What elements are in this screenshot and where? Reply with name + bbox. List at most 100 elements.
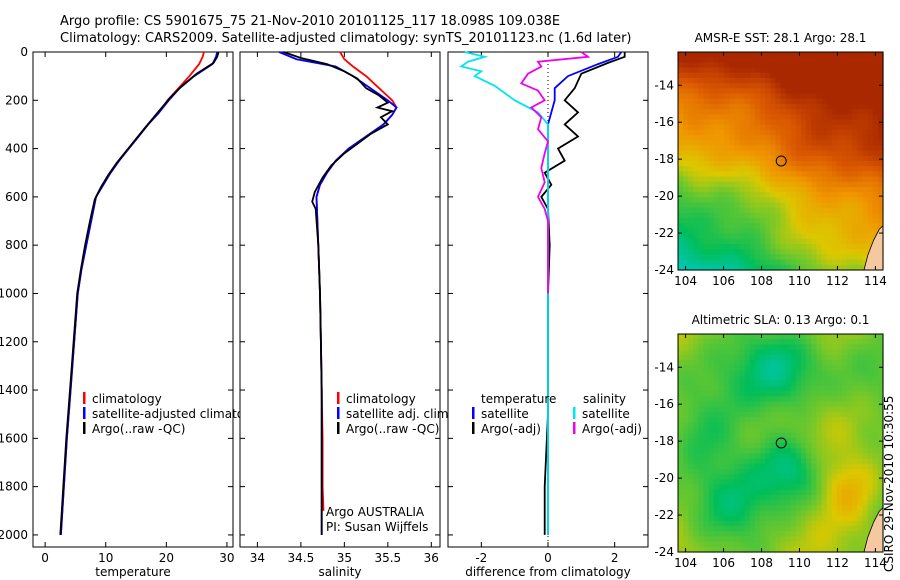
map-cell xyxy=(683,103,689,110)
map-cell xyxy=(688,259,694,266)
map-cell xyxy=(693,171,700,178)
map-cell xyxy=(765,448,771,454)
map-cell xyxy=(734,228,741,235)
map-cell xyxy=(734,468,741,475)
map-cell xyxy=(857,129,864,136)
map-cell xyxy=(852,145,858,152)
map-cell xyxy=(780,161,787,167)
map-cell xyxy=(713,531,720,538)
map-cell xyxy=(842,359,848,366)
map-cell xyxy=(785,385,792,392)
y-tick-label: 1200 xyxy=(0,335,28,349)
map-cell xyxy=(821,249,828,256)
map-cell xyxy=(811,77,817,84)
map-cell xyxy=(775,437,782,444)
map-cell xyxy=(688,443,694,449)
map-cell xyxy=(867,489,874,496)
map-cell xyxy=(678,212,684,219)
map-cell xyxy=(775,155,782,162)
map-cell xyxy=(801,546,807,553)
map-cell xyxy=(806,479,812,486)
map-cell xyxy=(719,484,725,491)
map-cell xyxy=(852,546,858,553)
map-cell xyxy=(816,114,823,121)
map-cell xyxy=(693,448,700,454)
map-cell xyxy=(749,181,756,188)
map-cell xyxy=(708,437,715,444)
map-cell xyxy=(734,197,741,204)
map-cell xyxy=(703,57,710,63)
map-cell xyxy=(760,52,766,58)
map-cell xyxy=(688,166,694,172)
map-cell xyxy=(749,536,756,543)
map-cell xyxy=(703,422,710,429)
map-cell xyxy=(775,197,782,204)
map-cell xyxy=(857,365,864,371)
map-cell xyxy=(765,103,771,110)
map-cell xyxy=(785,432,792,439)
map-cell xyxy=(862,197,869,204)
map-cell xyxy=(739,463,746,470)
map-cell xyxy=(801,406,807,413)
map-cell xyxy=(785,155,792,162)
map-cell xyxy=(693,233,700,240)
map-cell xyxy=(775,448,782,454)
map-cell xyxy=(877,114,884,121)
map-cell xyxy=(703,98,710,105)
map-cell xyxy=(790,52,797,58)
map-cell xyxy=(862,223,869,230)
map-cell xyxy=(780,249,787,256)
x-tick-label: 2 xyxy=(611,551,619,565)
map-cell xyxy=(862,202,869,209)
map-cell xyxy=(785,354,792,361)
map-cell xyxy=(806,505,812,512)
map-cell xyxy=(872,98,879,105)
map-cell xyxy=(719,67,725,74)
map-cell xyxy=(862,67,869,74)
x-tick-label: 108 xyxy=(750,274,773,288)
map-cell xyxy=(744,474,751,480)
map-cell xyxy=(795,401,802,408)
map-cell xyxy=(847,448,853,454)
map-cell xyxy=(765,212,771,219)
map-cell xyxy=(811,484,817,491)
map-cell xyxy=(754,244,761,250)
map-cell xyxy=(790,448,797,454)
map-cell xyxy=(683,494,689,501)
map-cell xyxy=(842,541,848,548)
map-cell xyxy=(734,520,741,527)
map-cell xyxy=(683,228,689,235)
map-cell xyxy=(790,432,797,439)
map-cell xyxy=(852,161,858,167)
map-cell xyxy=(688,88,694,95)
map-cell xyxy=(826,98,833,105)
map-cell xyxy=(852,52,858,58)
map-cell xyxy=(785,500,792,506)
map-cell xyxy=(765,479,771,486)
map-cell xyxy=(698,145,705,152)
map-cell xyxy=(744,385,751,392)
map-cell xyxy=(765,458,771,465)
map-cell xyxy=(816,145,823,152)
map-cell xyxy=(754,536,761,543)
map-cell xyxy=(678,186,684,193)
map-cell xyxy=(708,67,715,74)
y-tick-label: -22 xyxy=(654,226,674,240)
map-cell xyxy=(877,422,884,429)
map-cell xyxy=(708,474,715,480)
map-cell xyxy=(744,349,751,356)
map-cell xyxy=(703,72,710,79)
map-cell xyxy=(749,427,756,434)
map-cell xyxy=(826,88,833,95)
map-cell xyxy=(785,119,792,126)
map-cell xyxy=(729,150,735,157)
series-line-salinity-argo-adj- xyxy=(519,51,591,294)
map-cell xyxy=(770,391,776,397)
map-cell xyxy=(713,344,720,351)
map-cell xyxy=(775,520,782,527)
map-cell xyxy=(847,334,853,340)
map-cell xyxy=(739,62,746,69)
map-cell xyxy=(877,57,884,63)
map-cell xyxy=(806,202,812,209)
map-cell xyxy=(770,365,776,371)
